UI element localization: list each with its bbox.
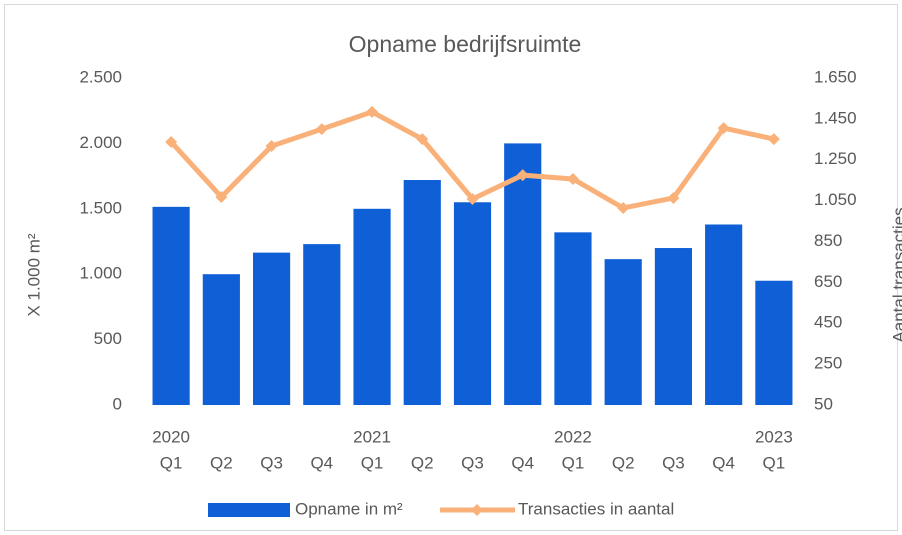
x-tick-label: Q1: [763, 453, 786, 472]
y-tick-label: 2.500: [79, 67, 122, 86]
line-marker: [466, 192, 479, 205]
y-tick-label: 1.000: [79, 264, 122, 283]
bar: [604, 259, 642, 405]
x-tick-label: Q2: [411, 453, 434, 472]
y-tick-label: 500: [94, 329, 122, 348]
x-tick-label: Q1: [562, 453, 585, 472]
bar: [353, 208, 391, 405]
x-tick-label: Q2: [210, 453, 233, 472]
bar: [152, 206, 190, 405]
x-group-label: 2022: [554, 427, 592, 446]
x-tick-label: Q3: [260, 453, 283, 472]
bar: [303, 244, 341, 405]
x-tick-label: Q1: [361, 453, 384, 472]
y2-tick-label: 1.450: [814, 108, 857, 127]
bar: [554, 232, 592, 405]
line-marker: [416, 133, 429, 146]
y2-tick-label: 250: [814, 354, 842, 373]
bar: [705, 224, 743, 405]
line-marker: [566, 172, 579, 185]
bar: [654, 248, 693, 405]
y2-tick-label: 1.650: [814, 67, 857, 86]
legend-marker: [471, 504, 483, 516]
y2-tick-label: 1.050: [814, 190, 857, 209]
x-tick-label: Q4: [310, 453, 333, 472]
x-group-label: 2023: [755, 427, 793, 446]
legend-label: Transacties in aantal: [518, 499, 674, 518]
line-marker: [767, 133, 780, 146]
bar: [453, 202, 492, 405]
y2-tick-label: 450: [814, 313, 842, 332]
y-tick-label: 0: [113, 394, 122, 413]
y2-tick-label: 650: [814, 272, 842, 291]
chart-border: [4, 4, 898, 531]
line-marker: [265, 140, 278, 153]
line-marker: [717, 122, 730, 135]
bar: [202, 274, 240, 405]
x-tick-label: Q3: [461, 453, 484, 472]
line-marker: [516, 169, 529, 182]
line-marker: [667, 191, 680, 204]
x-tick-label: Q1: [160, 453, 183, 472]
line-marker: [617, 201, 630, 214]
x-tick-label: Q3: [662, 453, 685, 472]
bar: [252, 252, 291, 405]
line-marker: [165, 135, 178, 148]
legend-swatch: [208, 503, 290, 517]
x-tick-label: Q4: [712, 453, 735, 472]
y-axis-title: X 1.000 m²: [24, 233, 43, 316]
legend-label: Opname in m²: [295, 499, 403, 518]
chart-title: Opname bedrijfsruimte: [349, 31, 582, 57]
y-tick-label: 2.000: [79, 133, 122, 152]
bar: [755, 280, 793, 405]
x-group-label: 2020: [152, 427, 190, 446]
line-marker: [215, 190, 228, 203]
line-marker: [315, 123, 328, 136]
x-group-label: 2021: [353, 427, 391, 446]
x-tick-label: Q4: [511, 453, 534, 472]
x-tick-label: Q2: [612, 453, 635, 472]
y2-tick-label: 850: [814, 231, 842, 250]
y2-tick-label: 1.250: [814, 149, 857, 168]
bar: [504, 143, 542, 405]
y2-tick-label: 50: [814, 394, 833, 413]
line-marker: [366, 105, 379, 118]
y-tick-label: 1.500: [79, 198, 122, 217]
bar: [403, 180, 441, 405]
y2-axis-title: Aantal transacties: [889, 207, 902, 342]
